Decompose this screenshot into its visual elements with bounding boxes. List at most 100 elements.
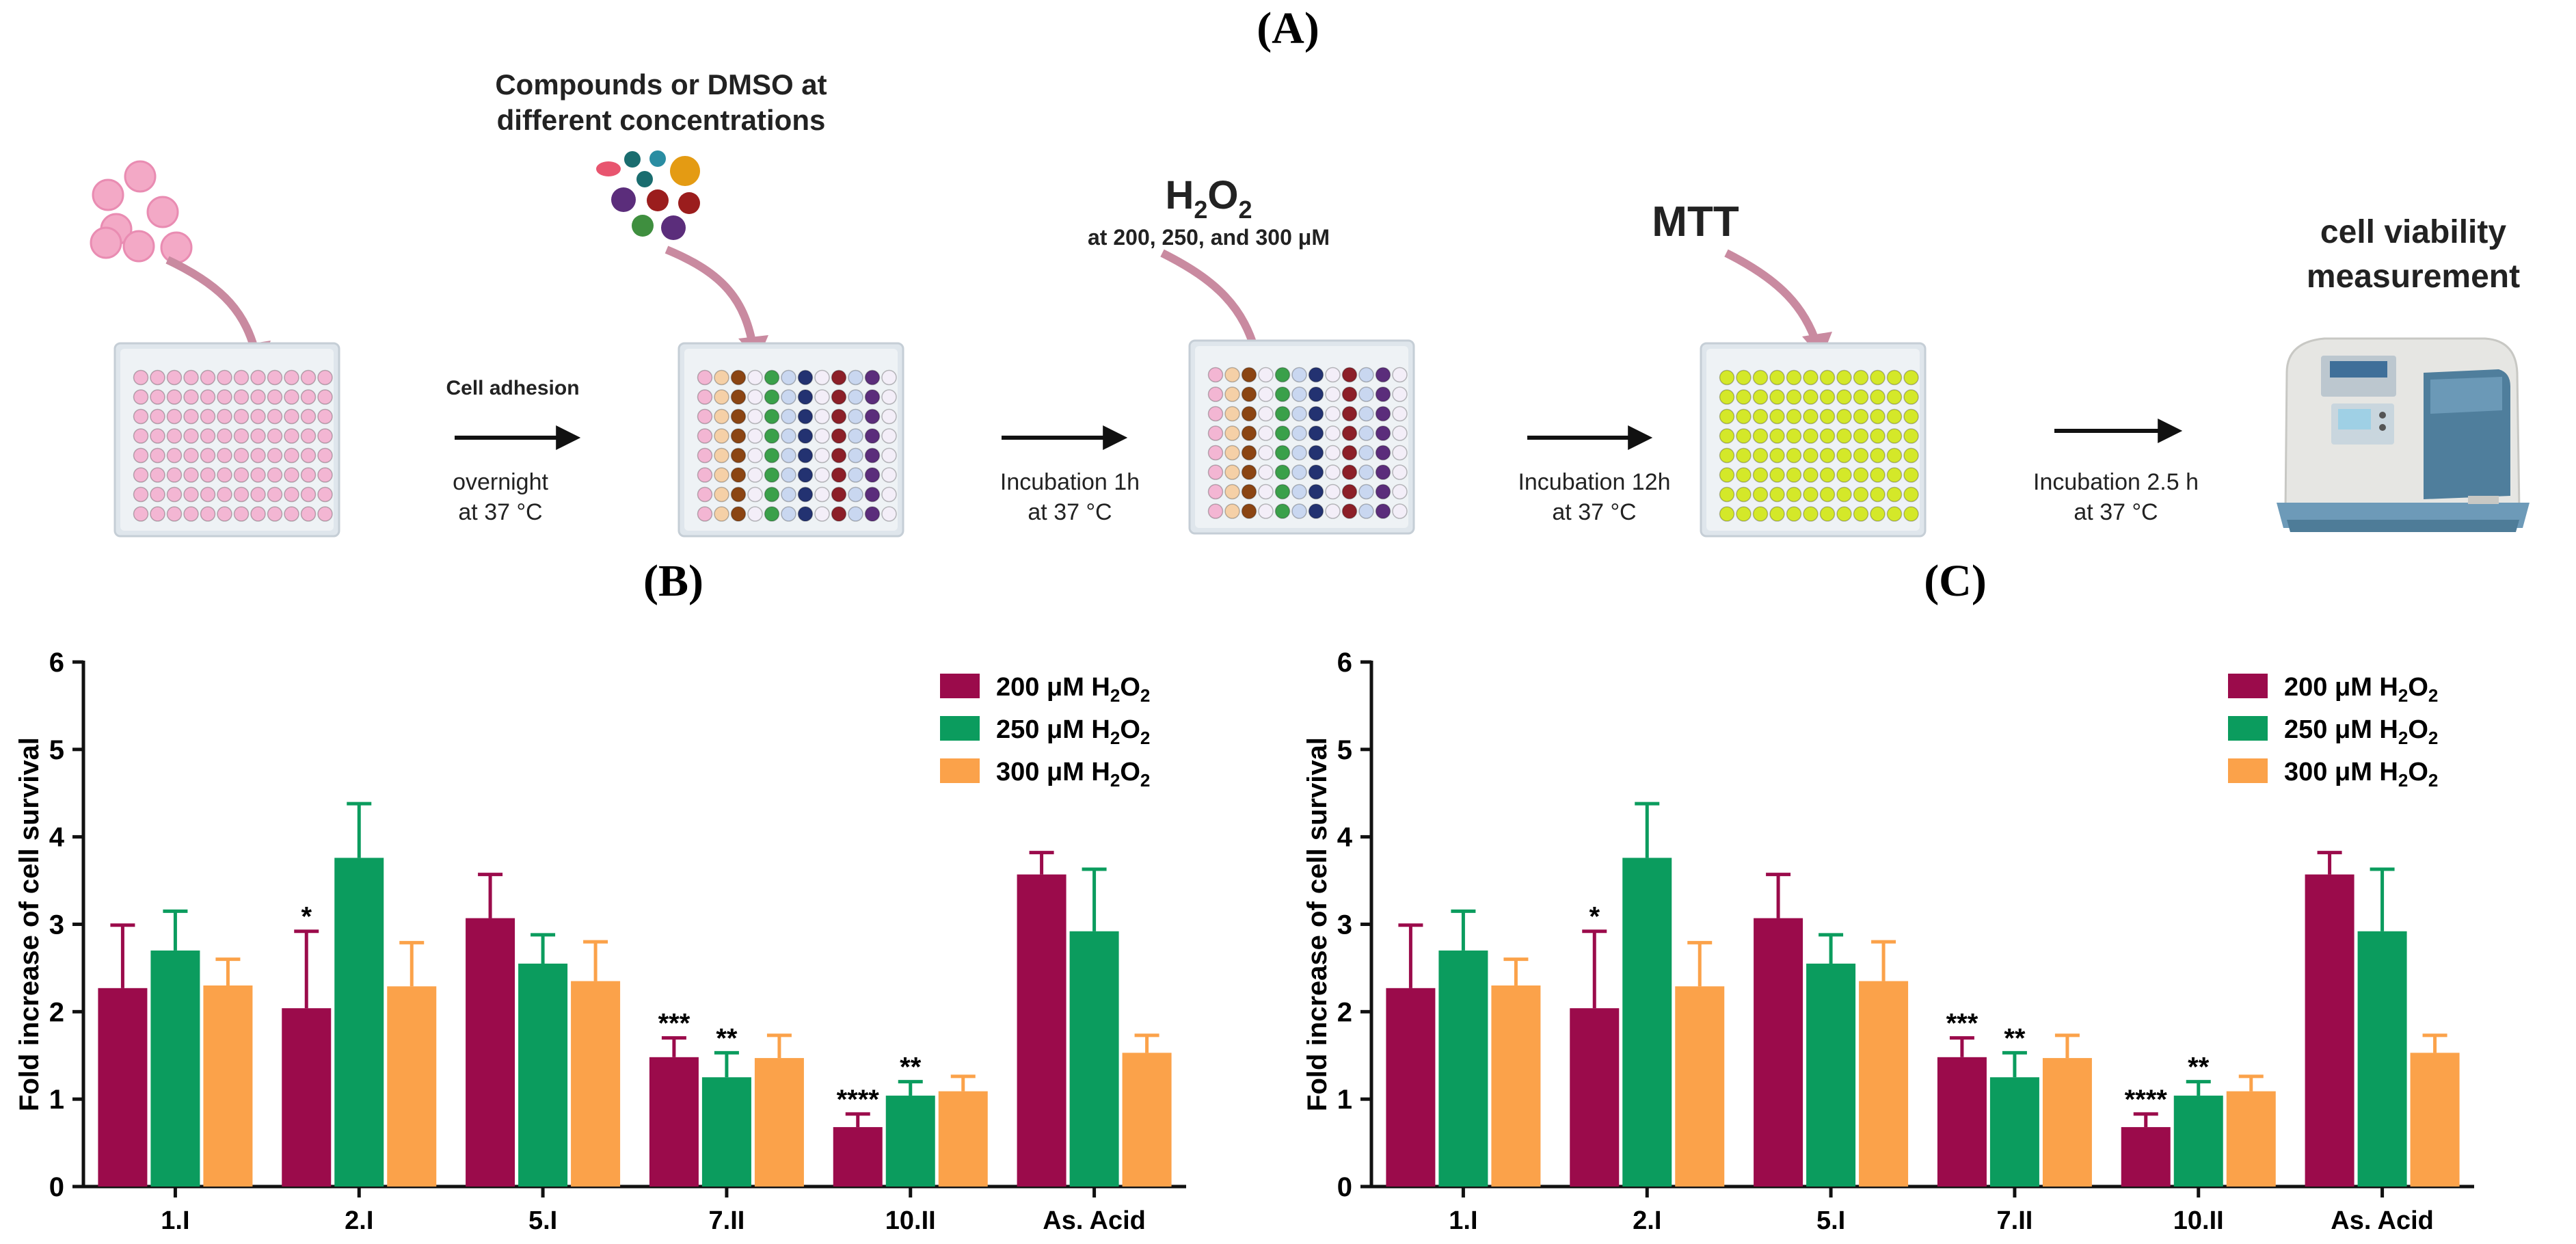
chart-c-bar: [2173, 1096, 2223, 1187]
chart-c-bar: [1806, 964, 1856, 1187]
curved-arrow-2: [665, 246, 757, 350]
overnight-temp-label: at 37 °C: [458, 499, 542, 525]
chart-c-y-tick-label: 5: [1337, 735, 1352, 765]
chart-c-x-tick-label: 10.II: [2173, 1206, 2224, 1235]
chart-b-y-tick-label: 5: [49, 735, 64, 765]
chart-b-y-tick-label: 1: [49, 1085, 64, 1115]
chart-b-legend-label: 250 μM H2O2: [996, 715, 1150, 748]
chart-b-bar: [334, 858, 384, 1187]
chart-c-y-axis-label: Fold increase of cell survival: [1302, 737, 1332, 1111]
chart-b-legend-label: 200 μM H2O2: [996, 673, 1150, 706]
chart-c-bar: [1622, 858, 1672, 1187]
chart-c-significance-marker: *: [1589, 902, 1600, 932]
chart-b-bar: [282, 1008, 332, 1187]
bar-chart-b: 0 1 2 3 4 5 6 Fold increase of cell survival 1.I…: [14, 648, 1186, 1235]
chart-b-bar: [1017, 874, 1066, 1187]
incubation-1h-label: Incubation 1h: [1000, 469, 1140, 495]
compounds-icon: [596, 150, 700, 240]
chart-b-x-tick-label: 2.I: [345, 1206, 373, 1235]
incubation-12h-label: Incubation 12h: [1518, 469, 1670, 495]
chart-c-legend-label: 250 μM H2O2: [2284, 715, 2438, 748]
overnight-label: overnight: [453, 469, 548, 495]
cell-adhesion-label: Cell adhesion: [446, 377, 579, 399]
chart-b-y-axis-label: Fold increase of cell survival: [14, 737, 44, 1111]
compounds-label-line2: different concentrations: [497, 104, 826, 136]
chart-b-significance-marker: ***: [658, 1009, 690, 1039]
chart-c-significance-marker: ***: [1946, 1009, 1978, 1039]
chart-c-y-tick-label: 1: [1337, 1085, 1352, 1115]
h2o2-subtitle: at 200, 250, and 300 μM: [1088, 225, 1330, 250]
chart-c-y-tick-label: 6: [1337, 648, 1352, 678]
chart-b-bar: [571, 981, 621, 1187]
incubation-12h-temp-label: at 37 °C: [1552, 499, 1636, 525]
cells-icon: [90, 160, 193, 264]
chart-c-y-tick-label: 0: [1337, 1172, 1352, 1202]
chart-c-bar: [2305, 874, 2354, 1187]
chart-c-x-tick-label: As. Acid: [2331, 1206, 2434, 1235]
panel-a-label: (A): [1257, 3, 1319, 53]
chart-b-bar: [1069, 931, 1119, 1187]
mtt-title: MTT: [1652, 198, 1739, 246]
chart-b-bar: [649, 1057, 699, 1187]
chart-b-x-tick-label: As. Acid: [1043, 1206, 1146, 1235]
chart-b-bar: [701, 1077, 751, 1187]
chart-c-significance-marker: **: [2004, 1023, 2026, 1053]
chart-b-bar: [98, 988, 148, 1187]
well-plate-2: [677, 342, 904, 538]
chart-b-bar: [938, 1091, 988, 1187]
chart-c-bar: [1859, 981, 1909, 1187]
chart-c-legend-swatch: [2228, 758, 2268, 783]
chart-b-legend-label: 300 μM H2O2: [996, 758, 1150, 791]
chart-c-legend-swatch: [2228, 674, 2268, 698]
panel-b-label: (B): [643, 556, 703, 606]
chart-c-bar: [1491, 985, 1541, 1187]
chart-c-x-tick-label: 1.I: [1449, 1206, 1477, 1235]
incubation-2-5h-label: Incubation 2.5 h: [2033, 469, 2199, 495]
chart-c-legend-label: 200 μM H2O2: [2284, 673, 2438, 706]
chart-b-significance-marker: **: [900, 1053, 922, 1083]
panel-c-label: (C): [1924, 556, 1987, 606]
chart-b-significance-marker: *: [301, 902, 312, 932]
chart-c-bar: [2121, 1127, 2171, 1187]
chart-c-y-tick-label: 2: [1337, 997, 1352, 1027]
chart-c-y-tick-label: 4: [1337, 823, 1353, 853]
chart-c-bar: [2226, 1091, 2276, 1187]
well-plate-4: [1700, 342, 1927, 538]
well-plate-1: [113, 342, 340, 538]
curved-arrow-4: [1724, 249, 1821, 347]
viability-label-line1: cell viability: [2320, 214, 2506, 250]
spectrophotometer-icon: [2277, 337, 2530, 532]
chart-c-bar: [1754, 918, 1803, 1187]
bar-chart-c: 0 1 2 3 4 5 6 Fold increase of cell survival 1.I…: [1302, 648, 2474, 1235]
chart-b-bar: [885, 1096, 935, 1187]
chart-b-y-tick-label: 3: [49, 910, 64, 940]
curved-arrow-1: [165, 256, 260, 357]
chart-b-bar: [518, 964, 568, 1187]
chart-b-y-tick-label: 6: [49, 648, 64, 678]
chart-b-bar: [387, 986, 437, 1187]
chart-c-bar: [2042, 1058, 2092, 1187]
curved-arrow-3: [1160, 249, 1261, 357]
chart-c-bar: [1937, 1057, 1987, 1187]
chart-c-bar: [1438, 950, 1488, 1187]
chart-b-x-tick-label: 5.I: [528, 1206, 557, 1235]
chart-b-bar: [754, 1058, 804, 1187]
chart-b-bar: [150, 950, 200, 1187]
chart-c-legend-label: 300 μM H2O2: [2284, 758, 2438, 791]
chart-c-significance-marker: **: [2188, 1053, 2210, 1083]
chart-b-legend-swatch: [940, 716, 980, 741]
viability-label-line2: measurement: [2307, 259, 2520, 295]
chart-b-y-tick-label: 0: [49, 1172, 64, 1202]
well-plate-3: [1188, 339, 1415, 535]
incubation-1h-temp-label: at 37 °C: [1028, 499, 1112, 525]
incubation-2-5h-temp-label: at 37 °C: [2074, 499, 2158, 525]
chart-c-x-tick-label: 5.I: [1816, 1206, 1845, 1235]
chart-b-legend-swatch: [940, 758, 980, 783]
chart-b-bar: [1122, 1053, 1172, 1187]
chart-c-bar: [1570, 1008, 1620, 1187]
chart-b-x-tick-label: 10.II: [885, 1206, 936, 1235]
chart-c-x-tick-label: 2.I: [1633, 1206, 1661, 1235]
chart-b-x-tick-label: 1.I: [161, 1206, 189, 1235]
chart-c-bar: [1989, 1077, 2039, 1187]
chart-c-x-tick-label: 7.II: [1997, 1206, 2033, 1235]
